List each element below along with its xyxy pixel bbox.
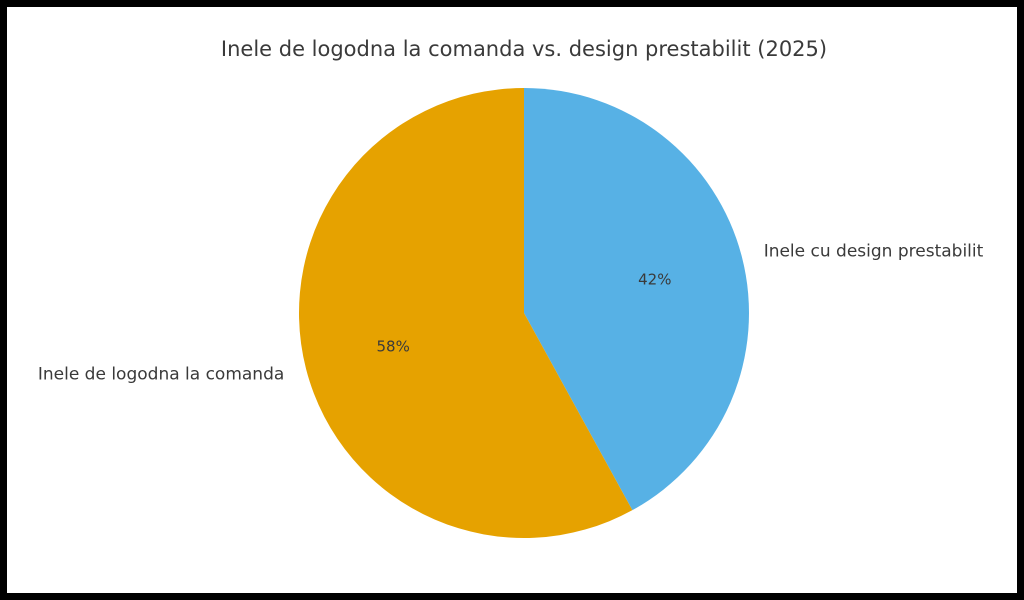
slice-label-0: Inele cu design prestabilit — [764, 241, 984, 261]
pie-slice-1 — [298, 88, 633, 538]
pie-slice-0 — [524, 88, 749, 511]
slice-label-1: Inele de logodna la comanda — [38, 365, 284, 385]
slice-pct-label-1: 58% — [377, 338, 410, 356]
chart-title: Inele de logodna la comanda vs. design p… — [221, 37, 827, 61]
slice-pct-label-0: 42% — [638, 270, 671, 288]
pie-chart: Inele de logodna la comanda vs. design p… — [38, 37, 984, 538]
